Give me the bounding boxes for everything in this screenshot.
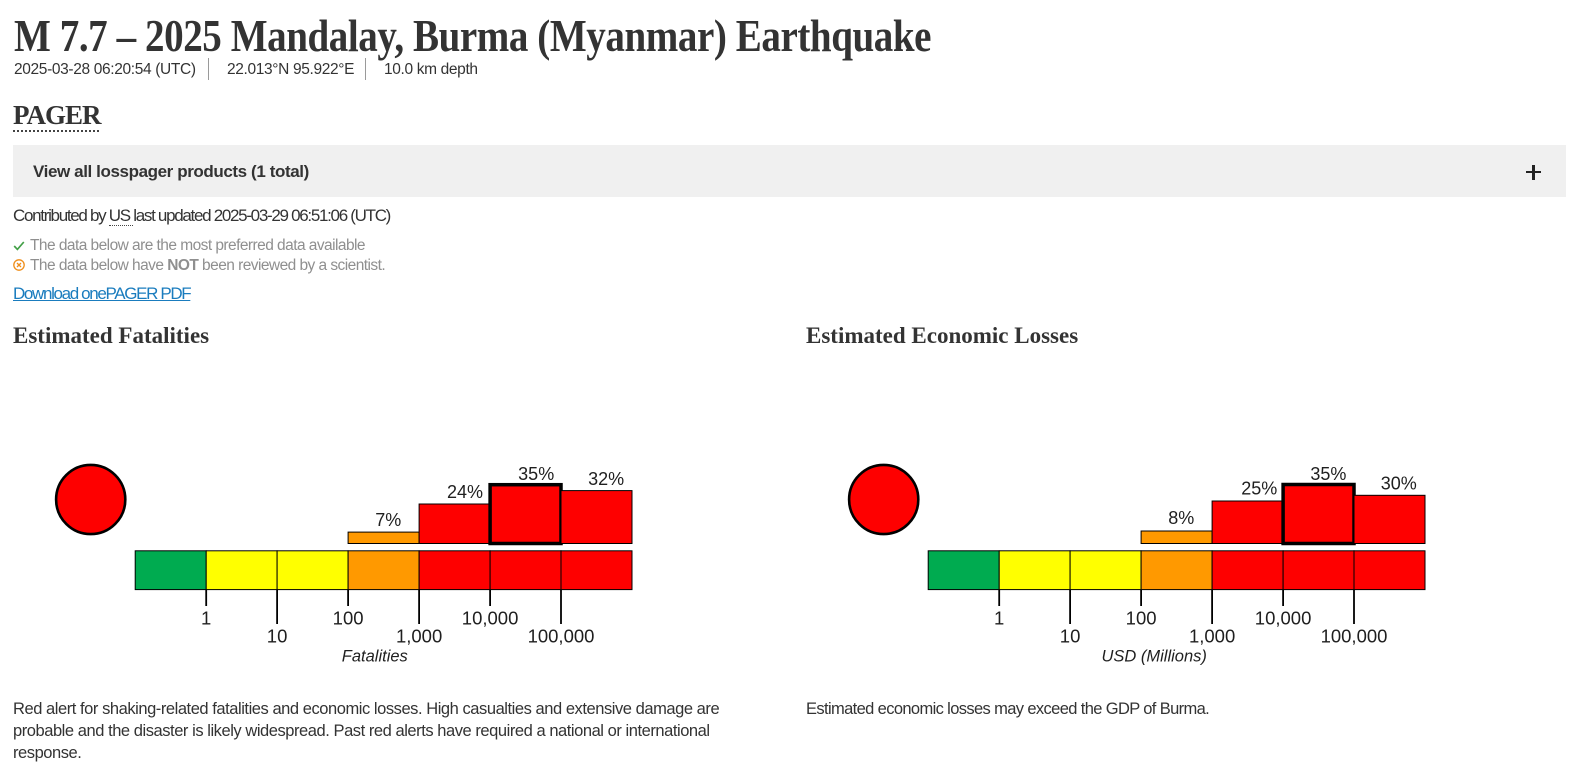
svg-text:10: 10 <box>267 626 288 647</box>
svg-text:10: 10 <box>1060 626 1081 647</box>
svg-text:35%: 35% <box>1310 464 1346 484</box>
svg-text:1: 1 <box>994 608 1004 629</box>
svg-text:100,000: 100,000 <box>1321 626 1388 647</box>
svg-text:1: 1 <box>201 608 211 629</box>
svg-text:7%: 7% <box>375 510 401 530</box>
svg-text:100,000: 100,000 <box>528 626 595 647</box>
svg-text:100: 100 <box>1126 608 1157 629</box>
svg-text:10,000: 10,000 <box>462 608 519 629</box>
svg-text:24%: 24% <box>447 482 483 502</box>
svg-text:25%: 25% <box>1241 479 1277 499</box>
svg-text:1,000: 1,000 <box>396 626 442 647</box>
svg-text:30%: 30% <box>1381 474 1417 494</box>
svg-text:100: 100 <box>333 608 364 629</box>
svg-text:32%: 32% <box>588 469 624 489</box>
svg-text:Fatalities: Fatalities <box>342 648 408 666</box>
svg-text:10,000: 10,000 <box>1255 608 1312 629</box>
svg-text:1,000: 1,000 <box>1189 626 1235 647</box>
svg-text:8%: 8% <box>1168 508 1194 528</box>
svg-text:35%: 35% <box>518 464 554 484</box>
svg-text:USD (Millions): USD (Millions) <box>1101 648 1206 666</box>
